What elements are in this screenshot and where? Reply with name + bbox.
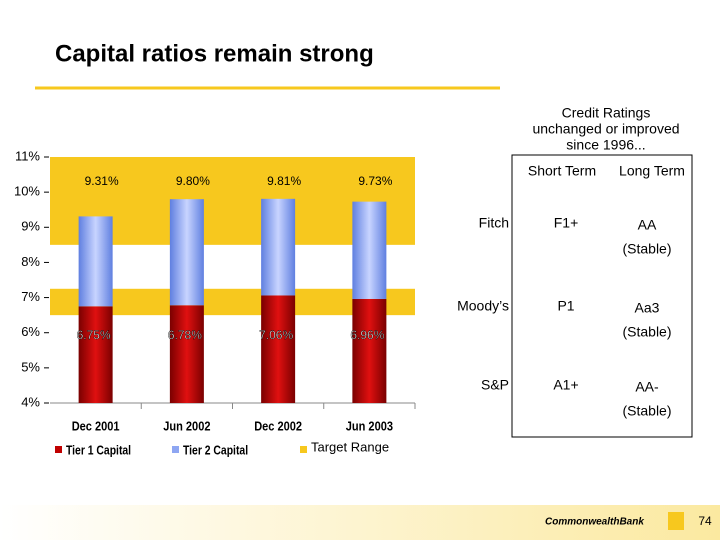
long-term: (Stable) — [622, 403, 671, 419]
column-header: Short Term — [528, 163, 596, 179]
short-term: A1+ — [553, 377, 578, 393]
page-number: 74 — [698, 514, 712, 528]
value-label: 7.06% — [259, 328, 293, 342]
bar-segment — [78, 216, 113, 307]
agency: Moody’s — [457, 298, 509, 314]
bar-segment — [352, 298, 387, 403]
value-label: 6.75% — [77, 328, 111, 342]
legend-label: Tier 2 Capital — [183, 443, 248, 457]
long-term: (Stable) — [622, 241, 671, 257]
short-term: F1+ — [554, 215, 579, 231]
legend-label: Tier 1 Capital — [66, 443, 131, 457]
y-tick-label: 7% — [21, 289, 40, 304]
x-tick-label: Dec 2002 — [254, 419, 302, 434]
ratings-heading: Credit Ratings — [562, 105, 651, 121]
x-tick-label: Dec 2001 — [72, 419, 120, 434]
bar-segment — [261, 295, 296, 403]
total-label: 9.31% — [85, 174, 119, 188]
long-term: Aa3 — [635, 300, 660, 316]
bar-segment — [78, 306, 113, 403]
ratings-heading: unchanged or improved — [532, 121, 679, 137]
agency: S&P — [481, 377, 509, 393]
value-label: 6.78% — [168, 328, 202, 342]
legend-swatch — [300, 446, 307, 453]
y-tick-label: 11% — [15, 148, 40, 163]
long-term: AA — [638, 217, 657, 233]
bar-segment — [169, 199, 204, 306]
y-tick-label: 8% — [21, 254, 40, 269]
long-term: (Stable) — [622, 324, 671, 340]
legend-label: Target Range — [311, 439, 389, 454]
legend-swatch — [172, 446, 179, 453]
total-label: 9.73% — [358, 174, 392, 188]
y-tick-label: 10% — [14, 184, 40, 199]
value-label: 6.96% — [350, 328, 384, 342]
short-term: P1 — [557, 298, 574, 314]
y-tick-label: 9% — [21, 219, 40, 234]
long-term: AA- — [635, 379, 659, 395]
agency: Fitch — [479, 215, 509, 231]
ratings-box — [511, 154, 693, 438]
legend-swatch — [55, 446, 62, 453]
total-label: 9.81% — [267, 174, 301, 188]
bar-segment — [169, 305, 204, 403]
y-tick-label: 6% — [21, 324, 40, 339]
slide-title: Capital ratios remain strong — [55, 40, 374, 67]
logo — [668, 512, 684, 530]
bar-segment — [261, 198, 296, 296]
column-header: Long Term — [619, 163, 685, 179]
y-tick-label: 4% — [21, 394, 40, 409]
bar-segment — [352, 201, 387, 299]
brand: CommonwealthBank — [545, 517, 644, 528]
footer-band — [0, 505, 720, 540]
x-tick-label: Jun 2002 — [163, 419, 211, 434]
ratings-heading: since 1996... — [566, 137, 645, 153]
total-label: 9.80% — [176, 174, 210, 188]
y-tick-label: 5% — [21, 359, 40, 374]
x-tick-label: Jun 2003 — [346, 419, 394, 434]
